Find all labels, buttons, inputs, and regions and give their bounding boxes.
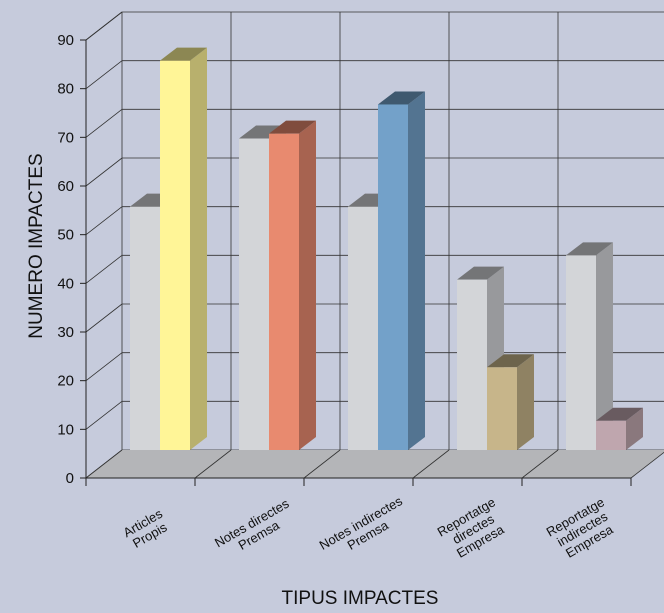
bar-color-4: [596, 407, 643, 450]
floor-divider: [303, 449, 341, 479]
grid-diagonal: [85, 303, 123, 333]
category-label: Notes indirectesPremsa: [317, 493, 413, 565]
bar-gray-4-top: [566, 242, 613, 256]
bar-color-1: [269, 120, 316, 451]
grid-diagonal: [85, 60, 123, 89]
floor-divider: [521, 449, 559, 479]
bar-gray-3-front: [457, 279, 487, 450]
y-tick-label: 70: [57, 129, 74, 146]
y-tick-label: 30: [57, 324, 74, 341]
y-tick-label: 90: [57, 32, 74, 49]
bar-gray-0-front: [130, 206, 160, 450]
y-tick-label: 40: [57, 275, 74, 292]
grid-diagonal: [85, 109, 123, 138]
bars-layer: [130, 47, 643, 451]
category-label: ReportatgeindirectesEmpresa: [544, 494, 621, 563]
bar-color-0-top: [160, 47, 207, 61]
y-tick-label: 20: [57, 373, 74, 390]
floor-divider: [85, 449, 123, 479]
bar-color-2: [378, 91, 425, 450]
bar-gray-4-front: [566, 255, 596, 450]
chart-floor: [85, 449, 664, 486]
y-tick-label: 50: [57, 227, 74, 244]
y-tick-label: 60: [57, 178, 74, 195]
bar-color-1-side: [299, 120, 316, 451]
bar-gray-3-top: [457, 266, 504, 280]
grid-diagonal: [85, 352, 123, 381]
bar-color-2-side: [408, 91, 425, 450]
bar-color-0-front: [160, 60, 190, 451]
category-label: Notes directesPremsa: [212, 496, 299, 563]
bar-gray-2-front: [348, 206, 378, 450]
bar-color-4-top: [596, 407, 643, 421]
category-label: ArticlesPropis: [121, 506, 173, 553]
bar-color-2-front: [378, 104, 408, 450]
bar-gray-1-front: [239, 138, 269, 451]
bar-color-4-side: [626, 407, 643, 450]
y-axis-title: NUMERO IMPACTES: [26, 153, 47, 338]
y-tick-label: 80: [57, 81, 74, 98]
grid-diagonal: [85, 206, 123, 235]
floor-divider: [194, 449, 232, 479]
bar-color-3-front: [487, 367, 517, 450]
bar-color-0-side: [190, 47, 207, 451]
floor-divider: [412, 449, 450, 479]
bar-color-3-top: [487, 354, 534, 368]
y-tick-label: 10: [57, 421, 74, 438]
grid-diagonal: [85, 401, 123, 430]
bar-color-4-front: [596, 420, 626, 450]
bar-color-0: [160, 47, 207, 451]
x-axis-title: TIPUS IMPACTES: [282, 588, 439, 609]
bar-color-3: [487, 354, 534, 450]
category-labels: ArticlesPropis Notes directesPremsa Notes …: [121, 493, 621, 565]
wall-top-edge: [85, 11, 123, 41]
bar-gray-1-top: [239, 125, 286, 139]
bar-color-1-front: [269, 133, 299, 450]
bar-gray-4-side: [596, 242, 613, 450]
y-tick-label: 0: [66, 470, 74, 487]
bar-color-2-top: [378, 91, 425, 105]
bar-gray-4: [566, 242, 613, 450]
bar-color-1-top: [269, 120, 316, 134]
floor-divider: [630, 451, 664, 479]
y-axis: 0 10 20 30 40 50 60 70 80 90: [57, 32, 87, 487]
grid-diagonal: [85, 157, 123, 187]
category-label: ReportatgedirectesEmpresa: [435, 494, 512, 563]
grid-diagonal: [85, 255, 123, 284]
floor: [86, 450, 664, 478]
bar-color-3-side: [517, 354, 534, 450]
